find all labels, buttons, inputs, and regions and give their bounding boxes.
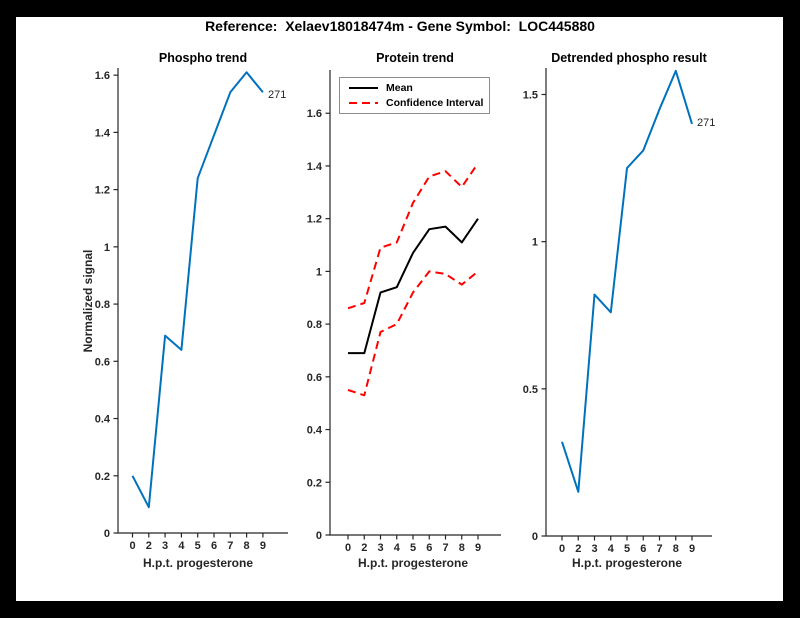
x-tick-label: 8 bbox=[459, 542, 465, 554]
legend-label-ci: Confidence Interval bbox=[386, 97, 484, 109]
x-tick-label: 8 bbox=[244, 540, 250, 552]
x-tick-label: 5 bbox=[624, 543, 630, 555]
x-axis-label-plot2: H.p.t. progesterone bbox=[357, 556, 468, 570]
y-tick-label: 0 bbox=[532, 531, 538, 543]
x-tick-label: 2 bbox=[361, 542, 367, 554]
x-tick-label: 3 bbox=[591, 543, 597, 555]
plot-3: 00.511.50 2 3 4 5 6 7 8 9 bbox=[523, 68, 712, 555]
x-tick-label: 6 bbox=[640, 543, 646, 555]
x-tick-label: 5 bbox=[195, 540, 201, 552]
plot-2: 00.20.40.60.811.21.41.60 2 3 4 5 6 7 8 9 bbox=[307, 70, 501, 554]
phospho-line bbox=[131, 71, 264, 509]
detrended-line bbox=[561, 69, 693, 493]
axis-line bbox=[329, 70, 501, 536]
y-tick-label: 0 bbox=[316, 530, 322, 542]
x-tick-label: 0 bbox=[129, 540, 135, 552]
y-tick-label: 0.4 bbox=[95, 414, 111, 426]
plot-1: 00.20.40.60.811.21.41.60 2 3 4 5 6 7 8 9 bbox=[95, 68, 288, 552]
x-tick-label: 4 bbox=[178, 540, 185, 552]
legend-row-ci: Confidence Interval bbox=[340, 97, 489, 109]
x-tick-label: 2 bbox=[146, 540, 152, 552]
y-tick-label: 1.6 bbox=[307, 108, 322, 120]
y-tick-label: 0.8 bbox=[95, 299, 110, 311]
y-tick-label: 0.2 bbox=[307, 477, 322, 489]
x-tick-label: 2 bbox=[575, 543, 581, 555]
y-axis-label: Normalized signal bbox=[81, 249, 95, 353]
y-tick-label: 0.2 bbox=[95, 471, 110, 483]
axis-line bbox=[545, 68, 712, 537]
x-tick-label: 4 bbox=[608, 543, 615, 555]
x-tick-label: 9 bbox=[689, 543, 695, 555]
y-tick-label: 1.2 bbox=[307, 214, 322, 226]
x-tick-label: 9 bbox=[475, 542, 481, 554]
x-tick-label: 0 bbox=[559, 543, 565, 555]
mean-line bbox=[348, 218, 479, 355]
y-tick-label: 0.6 bbox=[95, 356, 110, 368]
x-tick-label: 0 bbox=[345, 542, 351, 554]
x-axis-label-plot1: H.p.t. progesterone bbox=[142, 556, 253, 570]
y-tick-label: 1.4 bbox=[307, 161, 323, 173]
legend: Mean Confidence Interval bbox=[339, 77, 490, 114]
x-tick-label: 6 bbox=[426, 542, 432, 554]
legend-label-mean: Mean bbox=[386, 82, 413, 94]
y-tick-label: 0.6 bbox=[307, 372, 322, 384]
x-tick-label: 3 bbox=[377, 542, 383, 554]
plot2-title: Protein trend bbox=[376, 51, 454, 65]
plot3-title: Detrended phospho result bbox=[551, 51, 707, 65]
y-tick-label: 0.8 bbox=[307, 319, 322, 331]
x-axis-label-plot3: H.p.t. progesterone bbox=[571, 556, 682, 570]
y-tick-label: 1.6 bbox=[95, 70, 110, 82]
x-tick-label: 7 bbox=[227, 540, 233, 552]
x-tick-label: 8 bbox=[673, 543, 679, 555]
y-tick-label: 1.4 bbox=[95, 127, 111, 139]
y-tick-label: 1 bbox=[532, 237, 538, 249]
y-tick-label: 1.2 bbox=[95, 185, 110, 197]
legend-row-mean: Mean bbox=[340, 82, 489, 94]
x-tick-label: 7 bbox=[442, 542, 448, 554]
x-tick-label: 4 bbox=[394, 542, 401, 554]
datapoint-annotation-plot3: 271 bbox=[697, 117, 716, 129]
ci-lower-line bbox=[347, 270, 479, 397]
plot1-title: Phospho trend bbox=[158, 51, 248, 65]
y-tick-label: 0.5 bbox=[523, 384, 538, 396]
mean-line-sample bbox=[349, 87, 378, 89]
x-tick-label: 6 bbox=[211, 540, 217, 552]
x-tick-label: 9 bbox=[260, 540, 266, 552]
y-tick-label: 1 bbox=[104, 242, 110, 254]
y-tick-label: 0 bbox=[104, 528, 110, 540]
y-tick-label: 1 bbox=[316, 266, 322, 278]
figure-title: Reference: Xelaev18018474m - Gene Symbol… bbox=[205, 18, 595, 34]
y-tick-label: 0.4 bbox=[307, 425, 323, 437]
y-tick-label: 1.5 bbox=[523, 89, 538, 101]
ci-line-sample bbox=[349, 101, 378, 105]
ci-upper-line bbox=[347, 162, 479, 310]
datapoint-annotation-plot1: 271 bbox=[268, 89, 287, 101]
x-tick-label: 5 bbox=[410, 542, 416, 554]
axis-line bbox=[117, 68, 288, 534]
figure-canvas bbox=[16, 17, 783, 601]
x-tick-label: 7 bbox=[656, 543, 662, 555]
x-tick-label: 3 bbox=[162, 540, 168, 552]
